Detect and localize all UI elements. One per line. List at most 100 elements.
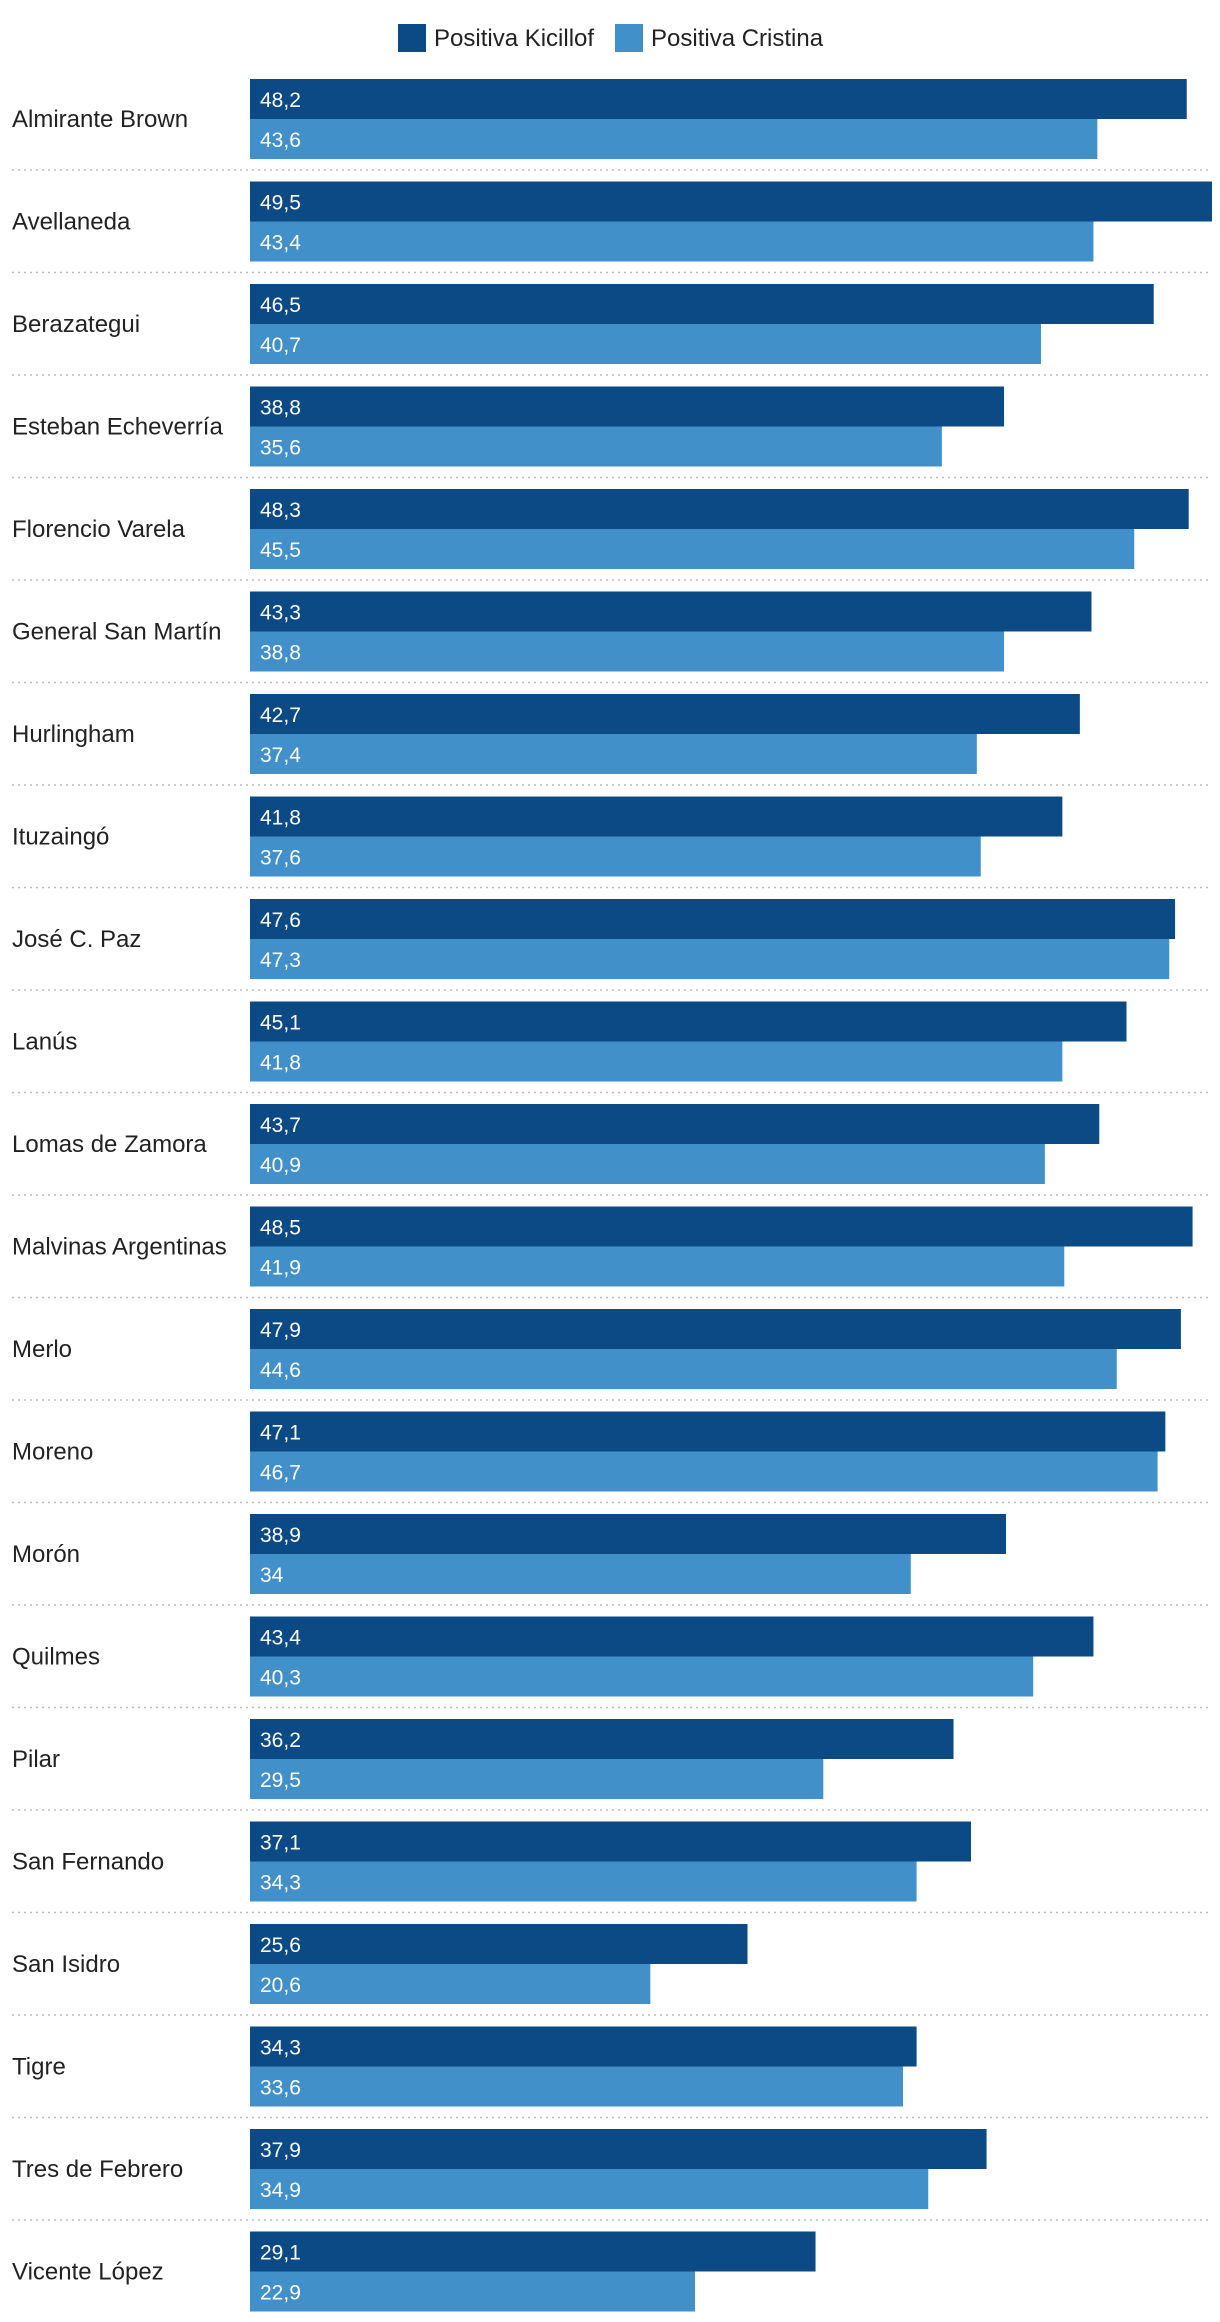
bar-kicillof: [250, 1104, 1100, 1144]
bar-value-cristina: 34,3: [260, 1872, 301, 1895]
legend-swatch-kicillof: [398, 24, 426, 52]
bar-cristina: [250, 119, 1098, 159]
chart-rows: Almirante Brown 48,2 43,6 Avellaneda 49,5 43,…: [12, 79, 1212, 2312]
category-label: Malvinas Argentinas: [12, 1234, 227, 1261]
category-label: Ituzaingó: [12, 824, 109, 851]
category-row: San Isidro 25,6 20,6: [12, 1924, 1212, 2016]
bar-kicillof: [250, 796, 1063, 837]
bar-kicillof: [250, 694, 1080, 734]
category-label: Florencio Varela: [12, 516, 186, 543]
category-row: Vicente López 29,1 22,9: [12, 2231, 816, 2312]
bar-kicillof: [250, 1001, 1127, 1042]
bar-cristina: [250, 734, 977, 774]
bar-cristina: [250, 1964, 651, 2004]
bar-value-kicillof: 48,5: [260, 1217, 301, 1240]
category-row: Berazategui 46,5 40,7: [12, 284, 1212, 376]
bar-value-cristina: 40,7: [260, 334, 301, 357]
category-label: San Fernando: [12, 1849, 164, 1876]
category-label: Morón: [12, 1541, 80, 1568]
category-row: San Fernando 37,1 34,3: [12, 1821, 1212, 1914]
bar-value-kicillof: 43,4: [260, 1627, 301, 1650]
bar-value-cristina: 43,6: [260, 129, 301, 152]
bar-cristina: [250, 426, 942, 467]
category-row: Merlo 47,9 44,6: [12, 1309, 1212, 1401]
category-row: Lanús 45,1 41,8: [12, 1001, 1212, 1094]
bar-value-cristina: 43,4: [260, 232, 301, 255]
category-row: Morón 38,9 34: [12, 1514, 1212, 1606]
category-row: Lomas de Zamora 43,7 40,9: [12, 1104, 1212, 1196]
bar-value-cristina: 22,9: [260, 2282, 301, 2305]
bar-value-cristina: 34,9: [260, 2179, 301, 2202]
bar-value-kicillof: 42,7: [260, 704, 301, 727]
bar-value-kicillof: 43,7: [260, 1114, 301, 1137]
bar-value-kicillof: 43,3: [260, 602, 301, 625]
chart-legend: Positiva Kicillof Positiva Cristina: [398, 24, 824, 52]
bar-value-kicillof: 47,1: [260, 1422, 301, 1445]
bar-value-kicillof: 41,8: [260, 807, 301, 830]
category-label: Lanús: [12, 1029, 77, 1056]
bar-kicillof: [250, 386, 1005, 427]
bar-kicillof: [250, 2129, 987, 2169]
bar-value-cristina: 29,5: [260, 1769, 301, 1792]
bar-kicillof: [250, 899, 1176, 939]
category-label: Tres de Febrero: [12, 2156, 183, 2183]
bar-kicillof: [250, 2026, 917, 2067]
category-row: José C. Paz 47,6 47,3: [12, 899, 1212, 991]
category-label: Berazategui: [12, 311, 140, 338]
category-row: Ituzaingó 41,8 37,6: [12, 796, 1212, 889]
bar-cristina: [250, 1861, 917, 1902]
bar-value-kicillof: 46,5: [260, 294, 301, 317]
bar-kicillof: [250, 1514, 1006, 1554]
bar-cristina: [250, 221, 1094, 262]
bar-kicillof: [250, 1411, 1166, 1452]
category-row: Quilmes 43,4 40,3: [12, 1616, 1212, 1709]
bar-kicillof: [250, 1821, 972, 1862]
category-label: Esteban Echeverría: [12, 414, 223, 441]
bar-kicillof: [250, 79, 1187, 119]
bar-value-cristina: 37,4: [260, 744, 301, 767]
bar-kicillof: [250, 591, 1092, 632]
category-label: General San Martín: [12, 619, 221, 646]
category-label: Avellaneda: [12, 209, 131, 236]
bar-cristina: [250, 2271, 696, 2312]
category-label: Vicente López: [12, 2259, 164, 2286]
bar-value-kicillof: 38,9: [260, 1524, 301, 1547]
bar-value-cristina: 44,6: [260, 1359, 301, 1382]
category-label: Pilar: [12, 1746, 60, 1773]
category-row: Malvinas Argentinas 48,5 41,9: [12, 1206, 1212, 1299]
bar-value-kicillof: 48,3: [260, 499, 301, 522]
bar-cristina: [250, 1246, 1065, 1287]
bar-value-cristina: 35,6: [260, 437, 301, 460]
category-label: Hurlingham: [12, 721, 135, 748]
bar-value-kicillof: 37,1: [260, 1832, 301, 1855]
bar-kicillof: [250, 1206, 1193, 1247]
legend-label-cristina: Positiva Cristina: [651, 25, 824, 52]
category-row: Moreno 47,1 46,7: [12, 1411, 1212, 1504]
bar-cristina: [250, 1759, 824, 1799]
bar-kicillof: [250, 2231, 816, 2272]
bar-value-kicillof: 34,3: [260, 2037, 301, 2060]
bar-value-cristina: 34: [260, 1564, 284, 1587]
category-row: Pilar 36,2 29,5: [12, 1719, 1212, 1811]
bar-cristina: [250, 2169, 929, 2209]
bar-value-cristina: 40,9: [260, 1154, 301, 1177]
bar-cristina: [250, 529, 1135, 569]
bar-cristina: [250, 1349, 1117, 1389]
bar-value-kicillof: 36,2: [260, 1729, 301, 1752]
bar-cristina: [250, 1144, 1045, 1184]
category-label: Quilmes: [12, 1644, 100, 1671]
category-row: Tres de Febrero 37,9 34,9: [12, 2129, 1212, 2221]
bar-kicillof: [250, 284, 1154, 324]
category-label: San Isidro: [12, 1951, 120, 1978]
bar-value-kicillof: 29,1: [260, 2242, 301, 2265]
bar-value-kicillof: 37,9: [260, 2139, 301, 2162]
bar-value-kicillof: 47,6: [260, 909, 301, 932]
bar-value-cristina: 33,6: [260, 2077, 301, 2100]
bar-value-cristina: 37,6: [260, 847, 301, 870]
bar-kicillof: [250, 1309, 1181, 1349]
bar-cristina: [250, 939, 1170, 979]
bar-value-cristina: 45,5: [260, 539, 301, 562]
bar-value-kicillof: 38,8: [260, 397, 301, 420]
bar-value-cristina: 41,9: [260, 1257, 301, 1280]
